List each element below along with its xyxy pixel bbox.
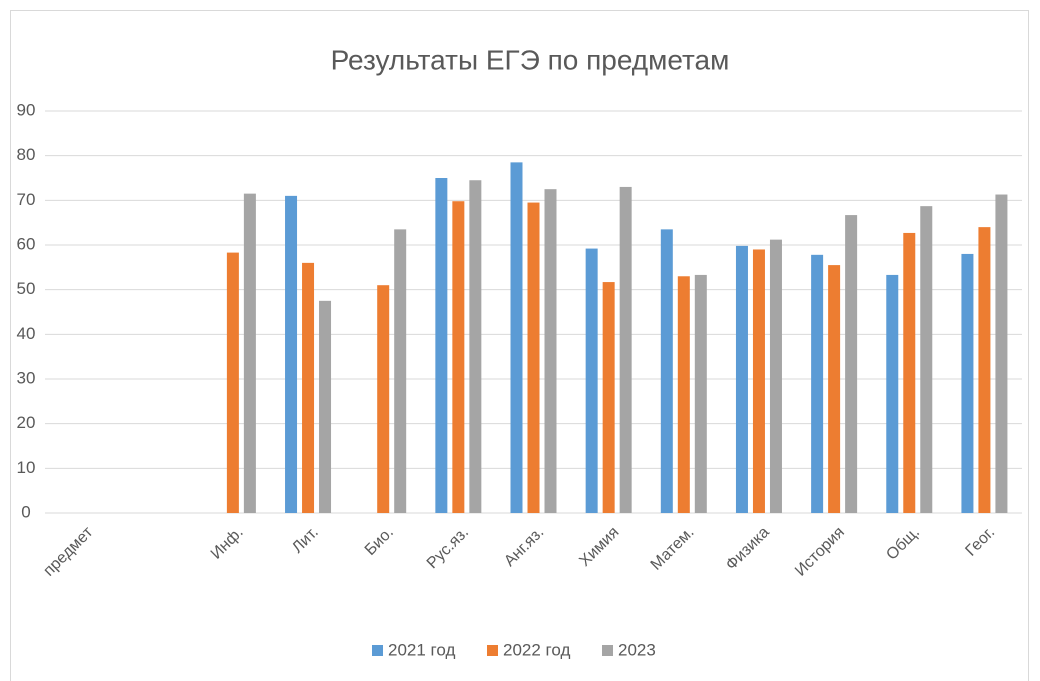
y-tick-label: 30: [17, 368, 36, 387]
bar: [920, 206, 933, 513]
bar: [828, 265, 841, 513]
bar: [752, 249, 765, 513]
bar: [995, 194, 1008, 513]
bar: [302, 262, 315, 513]
bar: [452, 201, 465, 513]
legend-label: 2022 год: [503, 640, 570, 659]
bar: [769, 239, 782, 513]
y-tick-label: 0: [21, 502, 30, 521]
bar: [619, 186, 632, 513]
bar: [811, 254, 824, 513]
legend-label: 2023: [618, 640, 656, 659]
legend-swatch: [487, 645, 498, 656]
y-tick-label: 50: [17, 279, 36, 298]
bar: [903, 232, 916, 513]
legend-swatch: [602, 645, 613, 656]
bar: [735, 245, 748, 514]
chart-title: Результаты ЕГЭ по предметам: [331, 44, 730, 75]
y-tick-label: 70: [17, 190, 36, 209]
y-tick-label: 20: [17, 413, 36, 432]
bar: [978, 227, 991, 513]
bar: [510, 162, 523, 513]
bar: [602, 282, 615, 513]
bar: [961, 253, 974, 513]
y-tick-label: 10: [17, 458, 36, 477]
bar: [694, 274, 707, 513]
y-tick-label: 90: [17, 100, 36, 119]
bar: [544, 189, 557, 513]
bar: [319, 300, 332, 513]
bar: [226, 252, 239, 514]
bar: [394, 229, 407, 513]
bar: [527, 202, 540, 514]
bar: [469, 180, 482, 513]
bar: [677, 276, 690, 513]
y-tick-label: 80: [17, 145, 36, 164]
bar: [585, 248, 598, 513]
bar: [285, 195, 298, 513]
bar: [435, 178, 448, 513]
legend-label: 2021 год: [388, 640, 455, 659]
bar: [243, 193, 256, 513]
bar: [886, 274, 899, 513]
y-tick-label: 60: [17, 234, 36, 253]
bar: [377, 285, 390, 513]
bar: [660, 229, 673, 513]
legend-swatch: [372, 645, 383, 656]
y-tick-label: 40: [17, 324, 36, 343]
bar: [845, 215, 858, 513]
